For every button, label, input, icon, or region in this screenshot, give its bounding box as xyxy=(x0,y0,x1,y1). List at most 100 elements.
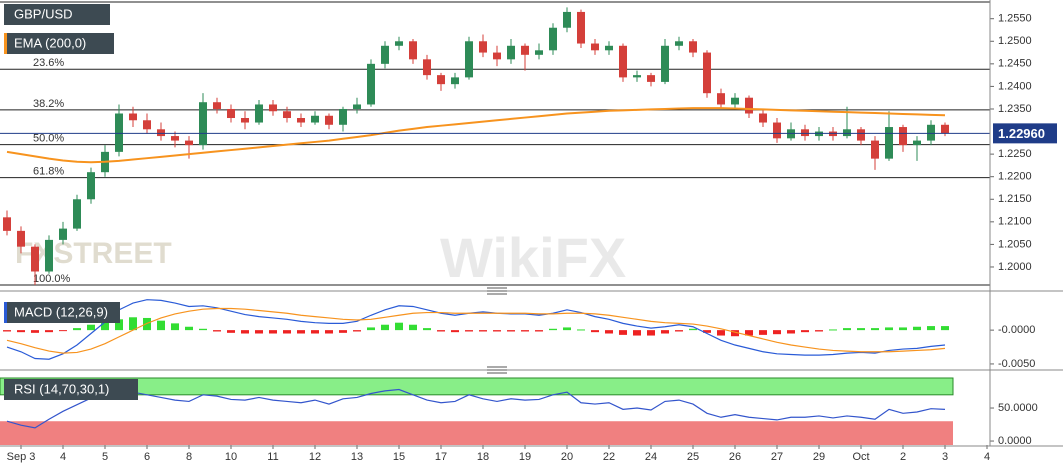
macd-line xyxy=(6,307,946,354)
candle-body xyxy=(619,45,627,78)
x-tick-label: 8 xyxy=(186,451,192,463)
histogram-bar xyxy=(185,326,193,331)
candle-body xyxy=(157,129,165,137)
x-tick-label: 25 xyxy=(687,451,699,463)
x-tick-label: 27 xyxy=(771,451,783,463)
candle-body xyxy=(493,52,501,60)
histogram-bar xyxy=(73,328,81,331)
macd-line xyxy=(6,299,946,360)
x-tick-label: 11 xyxy=(267,451,278,463)
histogram-bar xyxy=(115,319,123,331)
pane-label-accent xyxy=(4,379,7,400)
fib-label: 50.0% xyxy=(33,133,64,145)
histogram-bar xyxy=(619,330,627,335)
histogram-bar xyxy=(675,330,683,332)
candle-body xyxy=(731,97,739,105)
candle-body xyxy=(843,129,851,137)
histogram-bar xyxy=(437,330,445,332)
histogram-bar xyxy=(717,330,725,336)
fib-label: 23.6% xyxy=(33,57,64,69)
histogram-bar xyxy=(941,326,949,331)
histogram-bar xyxy=(353,330,361,332)
histogram-bar xyxy=(731,330,739,337)
histogram-bar xyxy=(689,328,697,331)
histogram-bar xyxy=(871,328,879,331)
x-tick-label: 6 xyxy=(144,451,150,463)
candle-body xyxy=(367,63,375,105)
histogram-bar xyxy=(745,330,753,336)
histogram-bar xyxy=(801,330,809,333)
histogram-bar xyxy=(605,330,613,334)
histogram-bar xyxy=(381,324,389,331)
y-tick-label: -0.0000 xyxy=(998,324,1035,336)
candle-body xyxy=(437,75,445,85)
candle-body xyxy=(717,93,725,105)
histogram-bar xyxy=(633,330,641,336)
histogram-bar xyxy=(3,330,11,332)
histogram-bar xyxy=(129,317,137,331)
candle-body xyxy=(633,75,641,78)
histogram-bar xyxy=(283,330,291,334)
candle-body xyxy=(115,113,123,152)
candle-body xyxy=(395,41,403,46)
candle-body xyxy=(31,246,39,272)
x-tick-label: 13 xyxy=(351,451,363,463)
y-tick-label: 1.2000 xyxy=(998,261,1032,273)
histogram-bar xyxy=(31,330,39,333)
histogram-bar xyxy=(199,328,207,331)
pane-label-accent xyxy=(4,33,7,54)
candle-body xyxy=(507,45,515,60)
candle-body xyxy=(647,75,655,82)
candle-body xyxy=(521,45,529,55)
candle-body xyxy=(913,140,921,146)
y-tick-label: 1.2350 xyxy=(998,103,1032,115)
histogram-bar xyxy=(157,320,165,331)
histogram-bar xyxy=(171,323,179,331)
histogram-bar xyxy=(339,330,347,333)
y-tick-label: 1.2500 xyxy=(998,35,1032,47)
histogram-bar xyxy=(843,328,851,331)
candle-body xyxy=(451,77,459,85)
candle-body xyxy=(577,11,585,44)
candle-body xyxy=(549,27,557,51)
y-tick-label: 1.2200 xyxy=(998,171,1032,183)
histogram-bar xyxy=(857,328,865,331)
candle-body xyxy=(465,41,473,78)
y-tick-label: 1.2250 xyxy=(998,148,1032,160)
candle-body xyxy=(311,115,319,123)
histogram-bar xyxy=(213,330,221,332)
histogram-bar xyxy=(479,330,487,332)
candle-body xyxy=(87,172,95,200)
histogram-bar xyxy=(227,330,235,333)
candle-body xyxy=(927,124,935,141)
histogram-bar xyxy=(423,328,431,331)
candle-body xyxy=(899,127,907,146)
candle-body xyxy=(241,118,249,123)
x-tick-label: 19 xyxy=(519,451,531,463)
y-tick-label: 1.2100 xyxy=(998,216,1032,228)
candle-body xyxy=(325,115,333,125)
candle-body xyxy=(591,43,599,51)
rsi-line xyxy=(6,388,946,429)
histogram-bar xyxy=(549,328,557,331)
histogram-bar xyxy=(815,330,823,332)
histogram-bar xyxy=(297,330,305,334)
x-tick-label: 12 xyxy=(309,451,321,463)
candle-body xyxy=(199,102,207,146)
pane-label: RSI (14,70,30,1) xyxy=(14,381,109,396)
x-tick-label: 17 xyxy=(435,451,447,463)
pane-label-box xyxy=(4,33,114,54)
candle-body xyxy=(885,127,893,159)
candle-body xyxy=(675,41,683,46)
pane-label: MACD (12,26,9) xyxy=(14,304,108,319)
fib-label: 100.0% xyxy=(33,273,71,285)
x-tick-label: 20 xyxy=(561,451,573,463)
histogram-bar xyxy=(647,330,655,336)
histogram-bar xyxy=(143,317,151,331)
histogram-bar xyxy=(577,329,585,331)
x-tick-label: 24 xyxy=(645,451,657,463)
histogram-bar xyxy=(87,324,95,331)
y-tick-label: 1.2050 xyxy=(998,238,1032,250)
candle-body xyxy=(535,50,543,55)
